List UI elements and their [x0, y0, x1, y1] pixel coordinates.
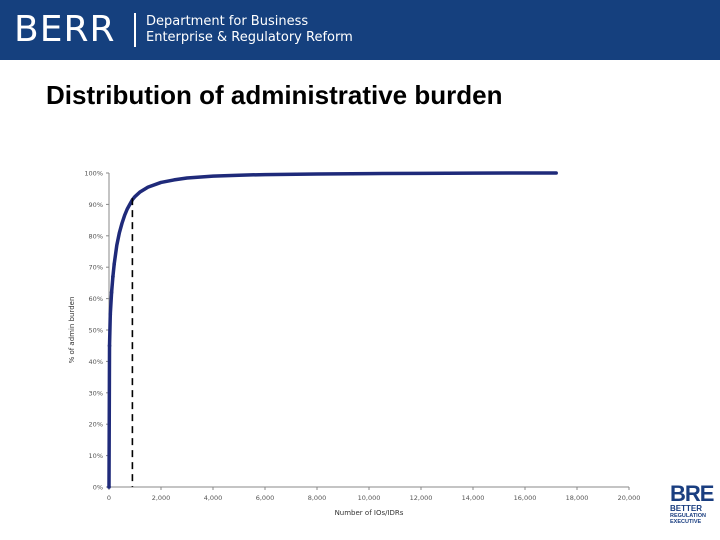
y-tick-label: 70% [89, 264, 103, 272]
bre-logo-line-2: REGULATION [670, 513, 706, 519]
bre-logo-line-3: EXECUTIVE [670, 519, 702, 525]
chart-series [107, 171, 558, 489]
data-point [112, 262, 116, 266]
y-tick-label: 40% [89, 358, 103, 366]
department-line-2: Enterprise & Regulatory Reform [146, 30, 353, 45]
x-tick-label: 18,000 [566, 494, 589, 502]
x-tick-label: 6,000 [256, 494, 275, 502]
department-line-1: Department for Business [146, 14, 309, 29]
y-tick-label: 10% [89, 452, 103, 460]
x-tick-label: 8,000 [308, 494, 327, 502]
y-tick-label: 20% [89, 421, 103, 429]
data-point [108, 312, 113, 317]
bre-logo: BRE BETTER REGULATION EXECUTIVE [670, 481, 716, 526]
y-tick-label: 0% [93, 484, 103, 492]
cumulative-burden-line [107, 171, 558, 489]
y-tick-label: 80% [89, 232, 103, 240]
y-tick-label: 30% [89, 389, 103, 397]
x-tick-label: 20,000 [618, 494, 641, 502]
header-banner: BERR Department for Business Enterprise … [0, 0, 720, 60]
x-tick-label: 0 [107, 494, 111, 502]
x-tick-label: 14,000 [462, 494, 485, 502]
slide-title: Distribution of administrative burden [46, 80, 503, 110]
bre-logo-line-1: BETTER [670, 504, 702, 513]
x-axis-label: Number of IOs/IDRs [335, 509, 404, 517]
chart-axes [108, 173, 629, 488]
data-point [107, 485, 111, 489]
chart-ticks: 0 2,000 4,000 6,000 8,000 10,000 12,000 14,000 1… [84, 170, 640, 503]
x-tick-label: 4,000 [204, 494, 223, 502]
department-name: Department for Business Enterprise & Reg… [146, 14, 353, 46]
data-point [109, 290, 114, 295]
data-point [111, 274, 115, 279]
admin-burden-chart: 0 2,000 4,000 6,000 8,000 10,000 12,000 14,000 1… [68, 170, 640, 518]
x-tick-label: 2,000 [152, 494, 171, 502]
berr-logo-text: BERR [14, 9, 116, 50]
y-tick-label: 100% [84, 170, 103, 178]
y-tick-label: 90% [89, 201, 103, 209]
x-tick-label: 16,000 [514, 494, 537, 502]
y-tick-label: 50% [89, 327, 103, 335]
data-point [107, 343, 112, 348]
y-axis-label: % of admin burden [68, 297, 76, 364]
bre-logo-main: BRE [670, 481, 714, 506]
x-tick-label: 12,000 [410, 494, 433, 502]
brand-divider [134, 13, 136, 47]
x-tick-label: 10,000 [358, 494, 381, 502]
y-tick-label: 60% [89, 295, 103, 303]
